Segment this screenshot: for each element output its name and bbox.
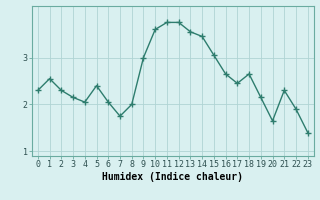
- X-axis label: Humidex (Indice chaleur): Humidex (Indice chaleur): [102, 172, 243, 182]
